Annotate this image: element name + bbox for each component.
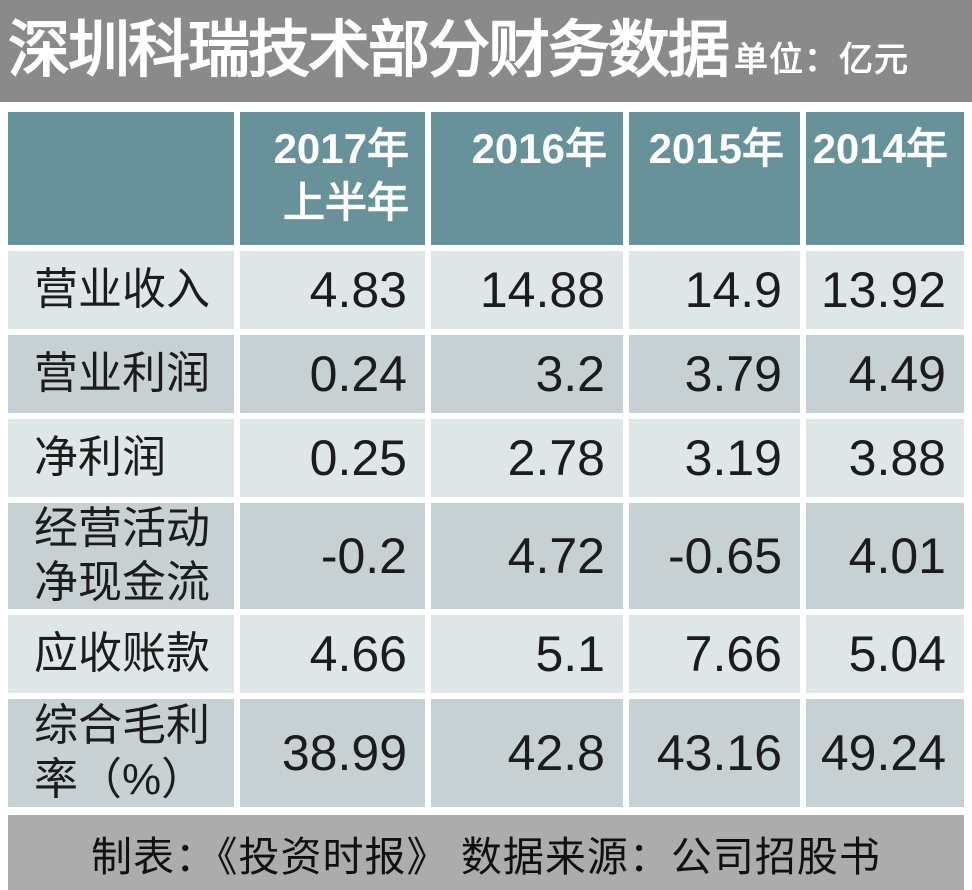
row-label: 营业收入 (8, 251, 234, 329)
table-cell: 38.99 (240, 699, 425, 807)
title-bar: 深圳科瑞技术部分财务数据 单位：亿元 (0, 0, 972, 102)
row-label: 净利润 (8, 419, 234, 497)
table-cell: 0.24 (240, 335, 425, 413)
table-cell: 4.01 (806, 503, 964, 609)
table-header-2014: 2014年 (806, 112, 964, 245)
table-cell: 13.92 (806, 251, 964, 329)
table-cell: 43.16 (629, 699, 800, 807)
table-header-2015: 2015年 (629, 112, 800, 245)
table-cell: 5.04 (806, 615, 964, 693)
table-cell: -0.2 (240, 503, 425, 609)
table-cell: 5.1 (431, 615, 623, 693)
table-cell: 4.49 (806, 335, 964, 413)
table-cell: 14.9 (629, 251, 800, 329)
table-cell: 4.72 (431, 503, 623, 609)
table-cell: 42.8 (431, 699, 623, 807)
table-cell: 3.19 (629, 419, 800, 497)
source-bar: 制表：《投资时报》 数据来源：公司招股书 (8, 815, 964, 890)
table-cell: 49.24 (806, 699, 964, 807)
table-cell: -0.65 (629, 503, 800, 609)
row-label: 经营活动 净现金流 (8, 503, 234, 609)
table-cell: 3.88 (806, 419, 964, 497)
table-cell: 0.25 (240, 419, 425, 497)
row-label: 综合毛利 率（%） (8, 699, 234, 807)
table-header-2016: 2016年 (431, 112, 623, 245)
row-label: 营业利润 (8, 335, 234, 413)
table-header-2017h1: 2017年 上半年 (240, 112, 425, 245)
table-cell: 4.66 (240, 615, 425, 693)
table-cell: 3.79 (629, 335, 800, 413)
page-title: 深圳科瑞技术部分财务数据 (8, 16, 730, 85)
table-cell: 7.66 (629, 615, 800, 693)
table-cell: 3.2 (431, 335, 623, 413)
source-text: 制表：《投资时报》 数据来源：公司招股书 (91, 833, 881, 880)
financial-table: 2017年 上半年 2016年 2015年 2014年 营业收入 4.83 14… (8, 112, 964, 807)
table-cell: 4.83 (240, 251, 425, 329)
table-header-corner (8, 112, 234, 245)
table-cell: 2.78 (431, 419, 623, 497)
unit-label: 单位：亿元 (734, 41, 910, 79)
table-cell: 14.88 (431, 251, 623, 329)
row-label: 应收账款 (8, 615, 234, 693)
